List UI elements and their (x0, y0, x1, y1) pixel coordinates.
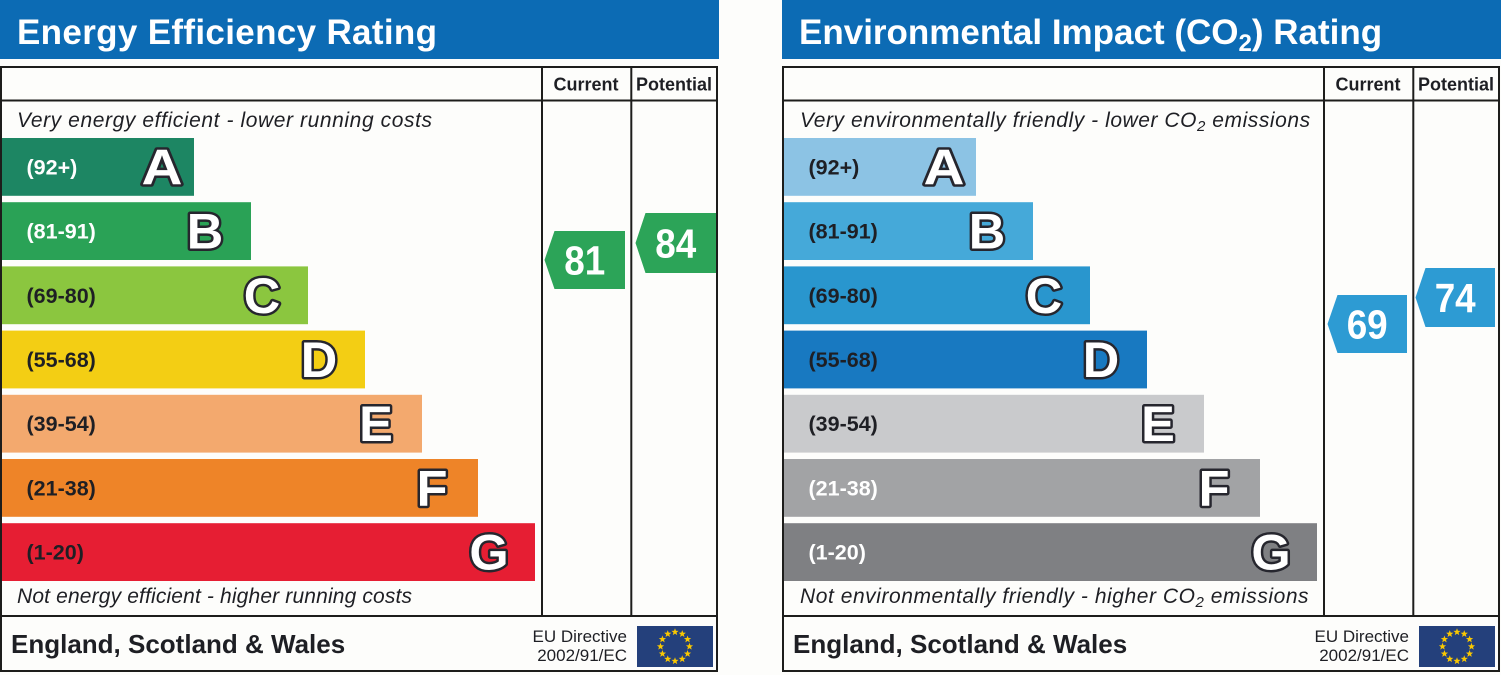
svg-text:EU Directive: EU Directive (533, 627, 627, 646)
svg-text:(69-80): (69-80) (809, 284, 878, 308)
svg-text:Potential: Potential (1418, 75, 1494, 95)
svg-text:(55-68): (55-68) (27, 348, 96, 372)
svg-text:(1-20): (1-20) (809, 541, 866, 565)
svg-text:(55-68): (55-68) (809, 348, 878, 372)
svg-text:2002/91/EC: 2002/91/EC (537, 646, 627, 665)
svg-text:Current: Current (553, 75, 618, 95)
svg-text:Very environmentally friendly: Very environmentally friendly - lower CO… (800, 109, 1311, 135)
svg-text:2002/91/EC: 2002/91/EC (1319, 646, 1409, 665)
svg-text:(81-91): (81-91) (809, 220, 878, 244)
svg-text:B: B (969, 203, 1005, 260)
svg-text:G: G (1251, 524, 1290, 581)
svg-text:EU Directive: EU Directive (1315, 627, 1409, 646)
svg-text:F: F (1199, 459, 1230, 516)
svg-text:Potential: Potential (636, 75, 712, 95)
svg-text:D: D (1083, 331, 1119, 388)
svg-text:England, Scotland & Wales: England, Scotland & Wales (793, 629, 1127, 659)
svg-text:A: A (142, 138, 183, 195)
svg-text:E: E (359, 395, 393, 452)
svg-text:B: B (187, 203, 223, 260)
svg-text:(92+): (92+) (27, 155, 78, 179)
svg-text:Energy Efficiency Rating: Energy Efficiency Rating (17, 13, 437, 52)
svg-text:(21-38): (21-38) (809, 476, 878, 500)
svg-text:Very energy efficient - lower: Very energy efficient - lower running co… (17, 109, 433, 132)
svg-text:(69-80): (69-80) (27, 284, 96, 308)
svg-text:E: E (1141, 395, 1175, 452)
svg-text:C: C (244, 267, 280, 324)
svg-text:Environmental Impact (CO2) Rat: Environmental Impact (CO2) Rating (799, 13, 1382, 57)
svg-text:Current: Current (1335, 75, 1400, 95)
svg-text:(39-54): (39-54) (27, 412, 96, 436)
svg-text:Not environmentally friendly -: Not environmentally friendly - higher CO… (800, 585, 1309, 611)
svg-text:81: 81 (564, 238, 605, 284)
svg-text:(81-91): (81-91) (27, 220, 96, 244)
svg-text:(39-54): (39-54) (809, 412, 878, 436)
svg-text:(1-20): (1-20) (27, 541, 84, 565)
svg-text:England, Scotland & Wales: England, Scotland & Wales (11, 629, 345, 659)
svg-text:69: 69 (1347, 302, 1388, 348)
svg-text:84: 84 (655, 221, 696, 267)
svg-text:F: F (417, 459, 448, 516)
svg-text:A: A (924, 138, 965, 195)
svg-text:(21-38): (21-38) (27, 476, 96, 500)
svg-text:74: 74 (1435, 275, 1476, 321)
svg-text:D: D (301, 331, 337, 388)
svg-text:C: C (1026, 267, 1062, 324)
svg-text:Not energy efficient - higher: Not energy efficient - higher running co… (17, 585, 413, 608)
svg-text:(92+): (92+) (809, 155, 860, 179)
svg-text:G: G (469, 524, 508, 581)
